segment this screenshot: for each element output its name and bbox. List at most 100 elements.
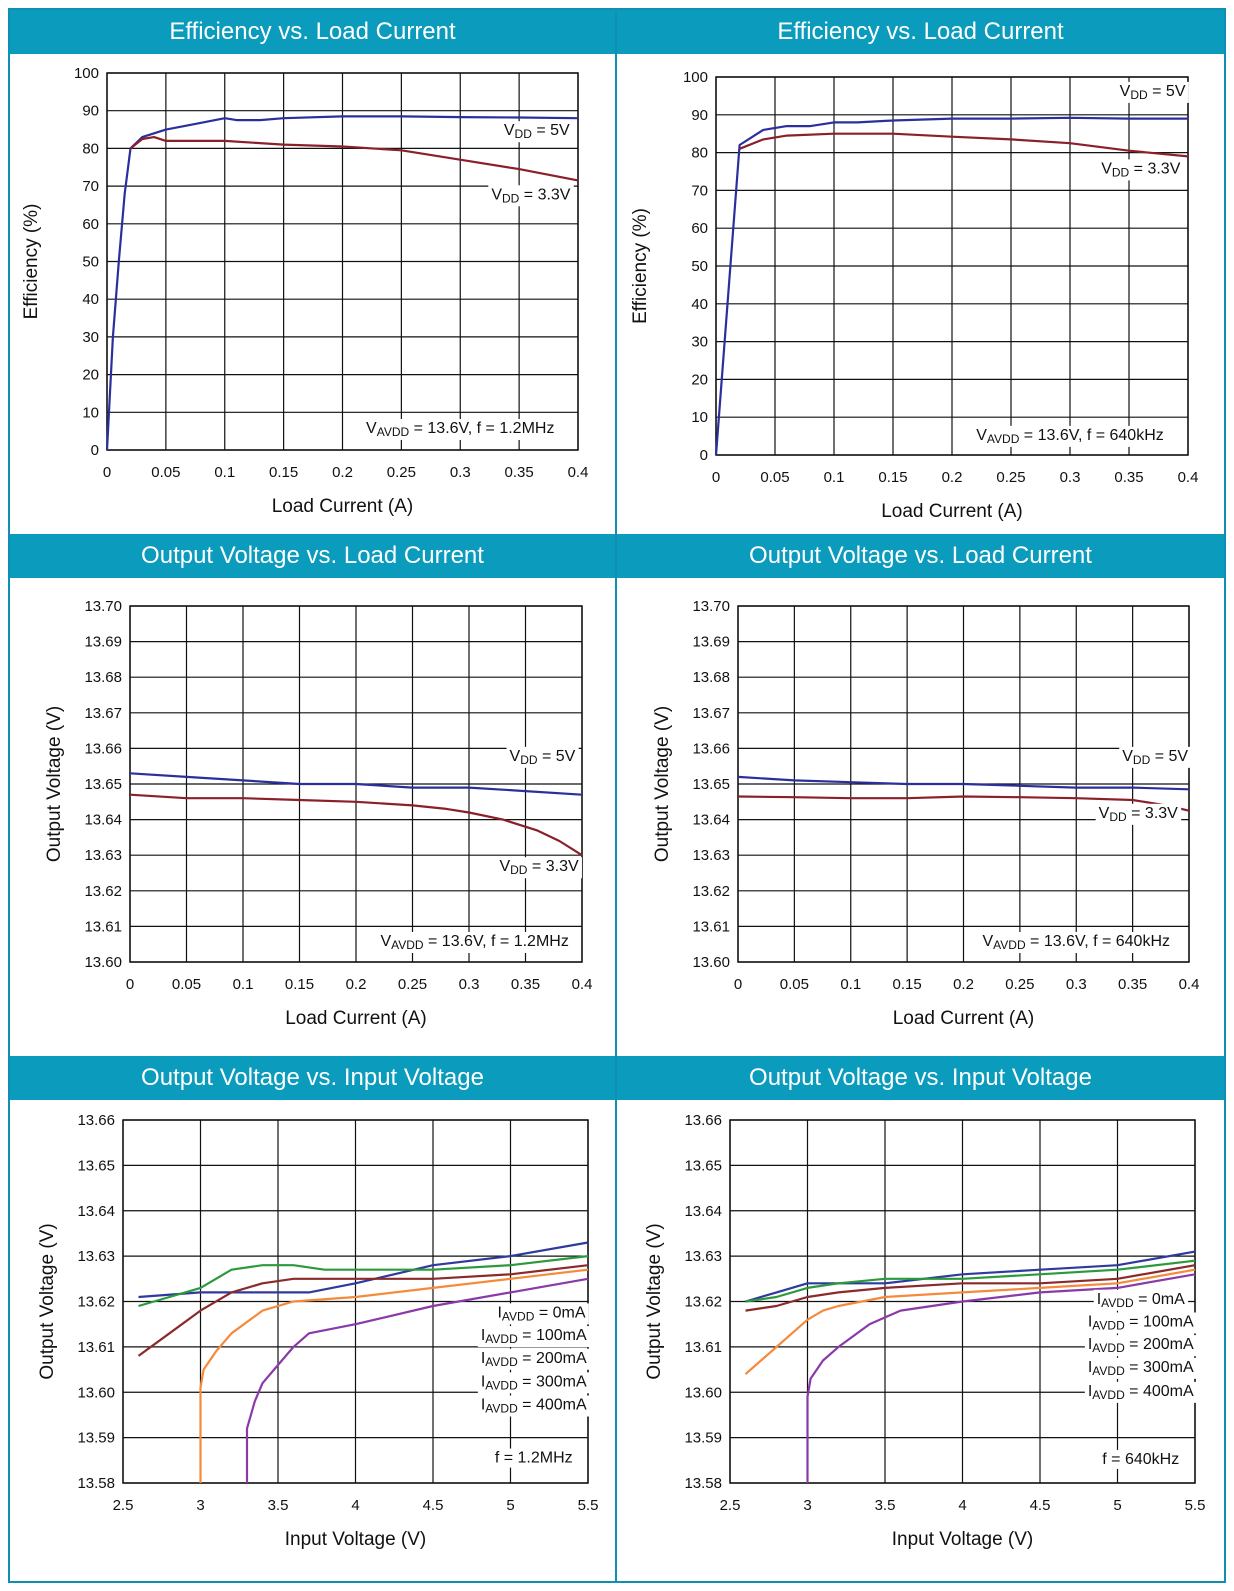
efficiency-chart-1p2mhz: 0 0.05 0.1 0.15 0.2 0.25 0.3 0.35 0.4 0 10 20 30 40 50… — [21, 65, 588, 517]
annotation-vdd-3-3v: VDD = 3.3V — [1099, 805, 1178, 824]
y-tick-label: 13.64 — [684, 1203, 722, 1220]
y-tick-label: 13.69 — [692, 634, 730, 651]
y-tick-label: 50 — [82, 254, 99, 271]
panel-vout-vin-640khz: Output Voltage vs. Input Voltage 2.5 3 3.5… — [617, 1056, 1224, 1581]
y-tick-label: 13.67 — [692, 705, 730, 722]
panel-efficiency-1p2mhz: Efficiency vs. Load Current 0 0.05 0.1 0.15… — [10, 10, 615, 532]
y-tick-label: 13.63 — [692, 847, 730, 864]
panel-vout-load-1p2mhz: Output Voltage vs. Load Current 0 0.05 0.1… — [10, 534, 615, 1054]
x-tick-label: 0.4 — [572, 976, 593, 993]
y-tick-label: 13.65 — [692, 776, 730, 793]
x-tick-label: 0.35 — [505, 464, 534, 481]
column-divider — [615, 10, 617, 1581]
annotation-vavdd-13-6v-f-640khz: VAVDD = 13.6V, f = 640kHz — [982, 933, 1170, 952]
series-line-vdd-5v — [105, 115, 579, 451]
x-tick-label: 0.35 — [1114, 469, 1143, 486]
y-axis-title: Output Voltage (V) — [44, 706, 65, 862]
y-tick-label: 13.62 — [84, 883, 122, 900]
series-line-iavdd-200ma — [745, 1264, 1196, 1312]
y-tick-label: 20 — [82, 367, 99, 384]
x-tick-label: 0.3 — [1060, 469, 1081, 486]
panel-title: Efficiency vs. Load Current — [10, 10, 615, 54]
series-line-vdd-5v — [714, 116, 1188, 456]
x-tick-label: 0.1 — [840, 976, 861, 993]
annotation-iavdd-200ma: IAVDD = 200mA — [1088, 1336, 1194, 1355]
y-tick-label: 10 — [82, 404, 99, 421]
x-tick-label: 4.5 — [1030, 1497, 1051, 1514]
series-line-vdd-3-3v — [737, 795, 1190, 812]
efficiency-chart-640khz: 0 0.05 0.1 0.15 0.2 0.25 0.3 0.35 0.4 0 10 20 30 40 50… — [630, 69, 1198, 522]
annotation-f-1-2mhz: f = 1.2MHz — [495, 1450, 573, 1467]
panel-efficiency-640khz: Efficiency vs. Load Current 0 0.05 0.1 0.15… — [617, 10, 1224, 532]
y-tick-label: 13.61 — [77, 1339, 115, 1356]
x-tick-label: 3.5 — [875, 1497, 896, 1514]
series-line-iavdd-200ma — [137, 1264, 589, 1357]
annotation-background — [1084, 1357, 1197, 1379]
y-tick-label: 10 — [691, 409, 708, 426]
x-axis-title: Load Current (A) — [285, 1008, 427, 1029]
y-axis-title: Output Voltage (V) — [37, 1223, 58, 1379]
y-tick-label: 13.63 — [77, 1248, 115, 1265]
x-tick-label: 0.05 — [780, 976, 809, 993]
panel-vout-load-640khz: Output Voltage vs. Load Current 0 0.05 0.1… — [617, 534, 1224, 1054]
y-tick-label: 13.62 — [692, 883, 730, 900]
x-tick-label: 2.5 — [113, 1497, 134, 1514]
y-tick-label: 80 — [82, 140, 99, 157]
panel-title: Efficiency vs. Load Current — [617, 10, 1224, 54]
y-tick-label: 80 — [691, 145, 708, 162]
annotation-background — [1119, 746, 1192, 768]
y-tick-label: 30 — [691, 334, 708, 351]
y-tick-label: 13.59 — [77, 1430, 115, 1447]
x-tick-label: 0.1 — [233, 976, 254, 993]
annotation-background — [1084, 1312, 1197, 1334]
x-axis-title: Input Voltage (V) — [892, 1529, 1034, 1550]
annotation-background — [973, 425, 1167, 447]
y-tick-label: 13.65 — [77, 1157, 115, 1174]
y-tick-label: 0 — [91, 442, 99, 459]
y-tick-label: 13.70 — [692, 598, 730, 615]
y-axis-title: Output Voltage (V) — [652, 706, 673, 862]
y-tick-label: 50 — [691, 258, 708, 275]
y-tick-label: 70 — [82, 178, 99, 195]
annotation-background — [477, 1348, 590, 1370]
annotation-iavdd-300ma: IAVDD = 300mA — [481, 1373, 587, 1392]
annotation-vavdd-13-6v-f-1-2mhz: VAVDD = 13.6V, f = 1.2MHz — [380, 933, 568, 952]
y-tick-label: 13.60 — [84, 954, 122, 971]
x-tick-label: 0.2 — [942, 469, 963, 486]
x-tick-label: 0.05 — [760, 469, 789, 486]
x-tick-label: 0 — [712, 469, 720, 486]
x-tick-label: 0.4 — [1179, 976, 1200, 993]
x-tick-label: 2.5 — [720, 1497, 741, 1514]
annotation-vdd-5v: VDD = 5V — [1120, 83, 1186, 102]
annotation-background — [1084, 1335, 1197, 1357]
annotation-vavdd-13-6v-f-640khz: VAVDD = 13.6V, f = 640kHz — [976, 427, 1164, 446]
y-tick-label: 13.68 — [692, 669, 730, 686]
y-tick-label: 13.70 — [84, 598, 122, 615]
panel-title: Output Voltage vs. Input Voltage — [617, 1056, 1224, 1100]
y-tick-label: 13.63 — [684, 1248, 722, 1265]
x-tick-label: 0 — [103, 464, 111, 481]
y-tick-label: 13.61 — [84, 918, 122, 935]
series-line-iavdd-100ma — [745, 1259, 1196, 1303]
annotation-iavdd-0ma: IAVDD = 0mA — [1097, 1291, 1185, 1310]
y-tick-label: 13.65 — [84, 776, 122, 793]
y-axis-title: Output Voltage (V) — [644, 1223, 665, 1379]
x-tick-label: 0.15 — [269, 464, 298, 481]
x-tick-label: 0.15 — [893, 976, 922, 993]
annotation-background — [477, 1326, 590, 1348]
y-tick-label: 13.67 — [84, 705, 122, 722]
y-tick-label: 90 — [82, 103, 99, 120]
x-tick-label: 3.5 — [268, 1497, 289, 1514]
annotation-iavdd-100ma: IAVDD = 100mA — [481, 1327, 587, 1346]
y-tick-label: 13.61 — [692, 918, 730, 935]
series-line-iavdd-100ma — [138, 1255, 589, 1308]
x-tick-label: 0 — [734, 976, 742, 993]
annotation-background — [1099, 1449, 1183, 1469]
annotation-background — [1084, 1381, 1197, 1403]
annotation-vdd-3-3v: VDD = 3.3V — [491, 186, 570, 205]
y-tick-label: 13.66 — [77, 1112, 115, 1129]
y-axis-title: Efficiency (%) — [21, 204, 42, 320]
annotation-iavdd-0ma: IAVDD = 0mA — [497, 1304, 585, 1323]
y-tick-label: 13.64 — [692, 812, 730, 829]
y-tick-label: 40 — [691, 296, 708, 313]
